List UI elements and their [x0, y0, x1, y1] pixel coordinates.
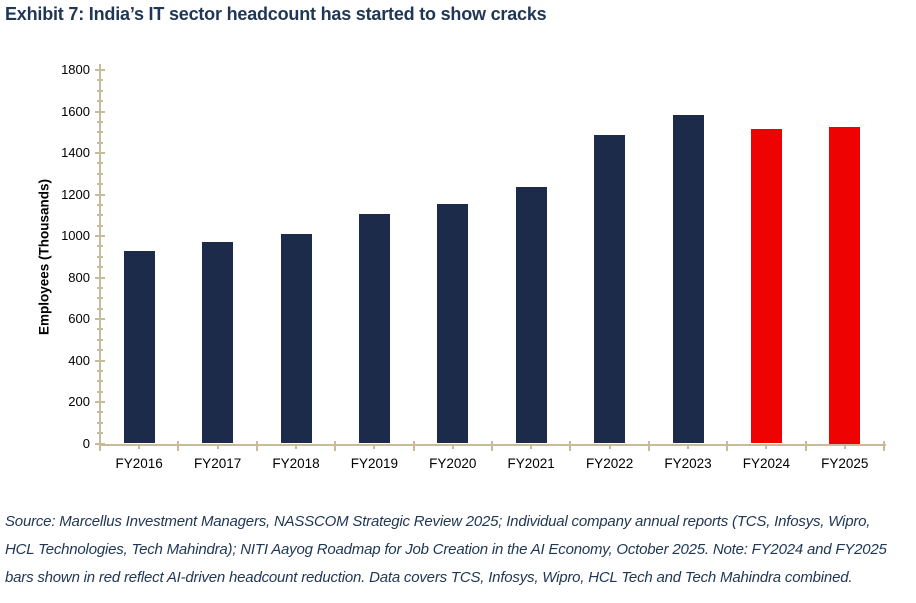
- x-tick-label: FY2016: [115, 456, 163, 471]
- y-tick-label: 200: [68, 394, 90, 409]
- y-tick-label: 600: [68, 311, 90, 326]
- x-tick-label: FY2021: [507, 456, 555, 471]
- y-axis-minor-tick: [97, 338, 103, 341]
- y-axis-minor-tick: [97, 432, 103, 435]
- x-axis-major-tick: [883, 441, 885, 451]
- x-axis-minor-tick: [608, 444, 611, 449]
- x-axis-minor-tick: [138, 444, 141, 449]
- x-axis-major-tick: [804, 441, 807, 451]
- x-axis-major-tick: [569, 441, 572, 451]
- y-axis-minor-tick: [97, 183, 103, 186]
- y-axis-minor-tick: [97, 286, 103, 289]
- y-axis-minor-tick: [97, 328, 103, 331]
- y-axis-minor-tick: [97, 79, 103, 82]
- x-axis-minor-tick: [451, 444, 454, 449]
- x-axis-major-tick: [99, 441, 101, 451]
- y-axis-minor-tick: [97, 224, 103, 227]
- y-axis-minor-tick: [97, 297, 103, 300]
- bar-FY2020: [437, 203, 469, 444]
- y-axis-minor-tick: [97, 131, 103, 134]
- exhibit-title: Exhibit 7: India’s IT sector headcount h…: [5, 4, 547, 24]
- x-axis-minor-tick: [295, 444, 297, 449]
- y-axis-minor-tick: [97, 120, 103, 123]
- bar-FY2017: [202, 242, 234, 444]
- source-note: Source: Marcellus Investment Managers, N…: [5, 513, 887, 586]
- x-axis-major-tick: [412, 441, 415, 451]
- y-axis-major-tick: [95, 152, 105, 154]
- y-tick-label: 0: [82, 435, 90, 451]
- y-axis-line: [99, 64, 101, 446]
- y-axis-minor-tick: [97, 411, 103, 414]
- x-tick-label: FY2024: [742, 456, 791, 471]
- y-axis-minor-tick: [97, 214, 103, 217]
- y-axis-major-tick: [95, 359, 105, 362]
- x-axis-minor-tick: [843, 444, 846, 449]
- x-tick-label: FY2022: [585, 456, 634, 471]
- x-axis-major-tick: [726, 441, 729, 451]
- x-axis-major-tick: [647, 441, 650, 451]
- y-axis-major-tick: [95, 401, 105, 403]
- y-axis-minor-tick: [97, 349, 103, 352]
- x-axis-minor-tick: [765, 444, 768, 449]
- x-tick-label: FY2018: [272, 456, 320, 471]
- y-tick-label: 1000: [61, 228, 90, 243]
- x-tick-label: FY2025: [821, 456, 869, 471]
- y-axis-minor-tick: [97, 255, 103, 258]
- x-axis-major-tick: [491, 441, 493, 451]
- y-axis-minor-tick: [97, 172, 103, 175]
- y-tick-label: 1200: [61, 186, 90, 202]
- y-axis-major-tick: [95, 69, 105, 71]
- x-axis-major-tick: [177, 441, 180, 451]
- y-axis-minor-tick: [97, 162, 103, 165]
- y-axis-minor-tick: [97, 266, 103, 269]
- x-axis-major-tick: [255, 441, 258, 451]
- y-tick-label: 400: [68, 352, 90, 368]
- y-axis-major-tick: [95, 110, 105, 113]
- y-axis-minor-tick: [97, 89, 103, 92]
- bar-FY2022: [594, 134, 626, 444]
- y-tick-label: 1600: [61, 103, 90, 119]
- bar-FY2018: [280, 234, 312, 444]
- y-axis-minor-tick: [97, 380, 103, 383]
- x-axis-minor-tick: [687, 444, 689, 449]
- y-axis-minor-tick: [97, 307, 103, 310]
- x-axis-minor-tick: [530, 444, 533, 449]
- y-axis-major-tick: [95, 318, 105, 320]
- x-axis-minor-tick: [216, 444, 219, 449]
- x-axis-major-tick: [334, 441, 337, 451]
- y-tick-label: 1400: [61, 145, 90, 160]
- bar-FY2025: [829, 127, 861, 444]
- y-axis-major-tick: [95, 235, 105, 237]
- y-tick-label: 1800: [61, 62, 90, 77]
- y-axis-major-tick: [95, 276, 105, 279]
- y-axis-minor-tick: [97, 369, 103, 372]
- bar-FY2016: [123, 250, 155, 444]
- y-axis-major-tick: [95, 193, 105, 196]
- x-tick-label: FY2023: [664, 456, 712, 471]
- y-axis-minor-tick: [97, 245, 103, 248]
- y-axis-minor-tick: [97, 100, 103, 103]
- x-tick-label: FY2017: [193, 456, 242, 471]
- y-axis-minor-tick: [97, 203, 103, 206]
- x-tick-label: FY2019: [350, 456, 399, 471]
- y-tick-label: 800: [68, 269, 90, 285]
- y-axis-minor-tick: [97, 390, 103, 393]
- y-axis-minor-tick: [97, 421, 103, 424]
- y-axis-minor-tick: [97, 141, 103, 144]
- bar-FY2024: [750, 128, 782, 444]
- bar-FY2023: [672, 115, 704, 444]
- bar-FY2021: [515, 187, 547, 444]
- bar-FY2019: [358, 214, 390, 444]
- x-axis-minor-tick: [373, 444, 376, 449]
- x-tick-label: FY2020: [429, 456, 477, 471]
